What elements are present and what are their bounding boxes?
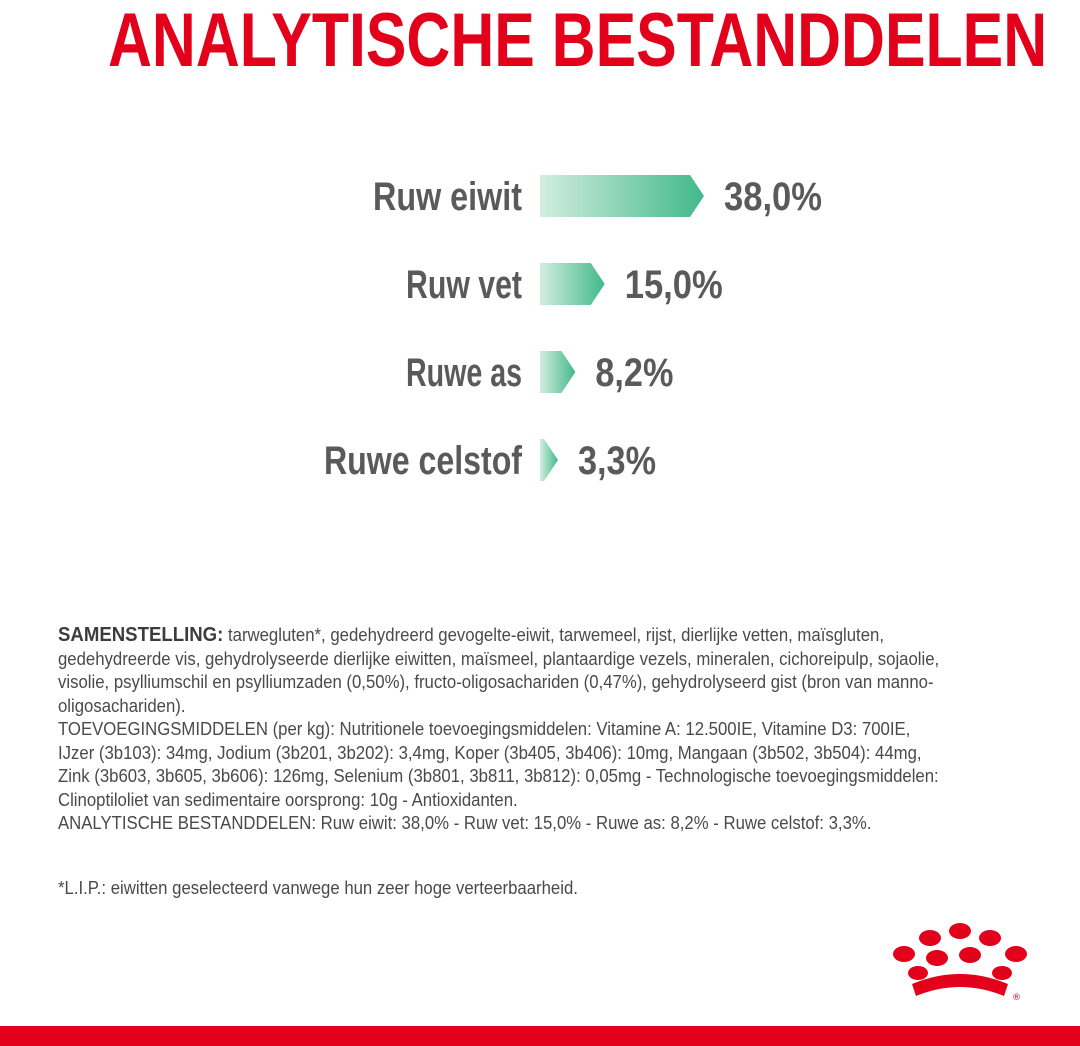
svg-text:®: ® [1012,993,1021,1003]
category-label: Ruw eiwit [373,175,522,219]
page-title: ANALYTISCHE BESTANDDELEN [108,0,1048,83]
composition-heading: SAMENSTELLING: [58,624,224,646]
value-label: 38,0% [724,175,822,219]
additives-paragraph: TOEVOEGINGSMIDDELEN (per kg): Nutritione… [58,719,939,810]
footnote: *L.I.P.: eiwitten geselecteerd vanwege h… [58,878,578,898]
royal-canin-crown-logo-icon: ® [893,923,1027,1003]
bar [540,263,605,305]
analytical-paragraph: ANALYTISCHE BESTANDDELEN: Ruw eiwit: 38,… [58,813,872,833]
category-label: Ruwe celstof [324,439,523,483]
composition-text: tarwegluten*, gedehydreerd gevogelte-eiw… [58,625,940,716]
composition-block: SAMENSTELLING: tarwegluten*, gedehydreer… [58,624,951,836]
bar [540,439,558,481]
analysis-bar-chart: Ruw eiwit 38,0% Ruw vet 15,0% Ruwe as 8,2% Ruw… [324,175,822,483]
value-label: 3,3% [578,439,656,483]
composition-paragraph: SAMENSTELLING: tarwegluten*, gedehydreer… [58,624,951,718]
bottom-brand-bar [0,1026,1080,1046]
category-label: Ruw vet [406,263,522,307]
bar [540,351,576,393]
value-label: 8,2% [595,351,673,395]
bar [540,175,704,217]
value-label: 15,0% [625,263,723,307]
category-label: Ruwe as [406,351,522,395]
